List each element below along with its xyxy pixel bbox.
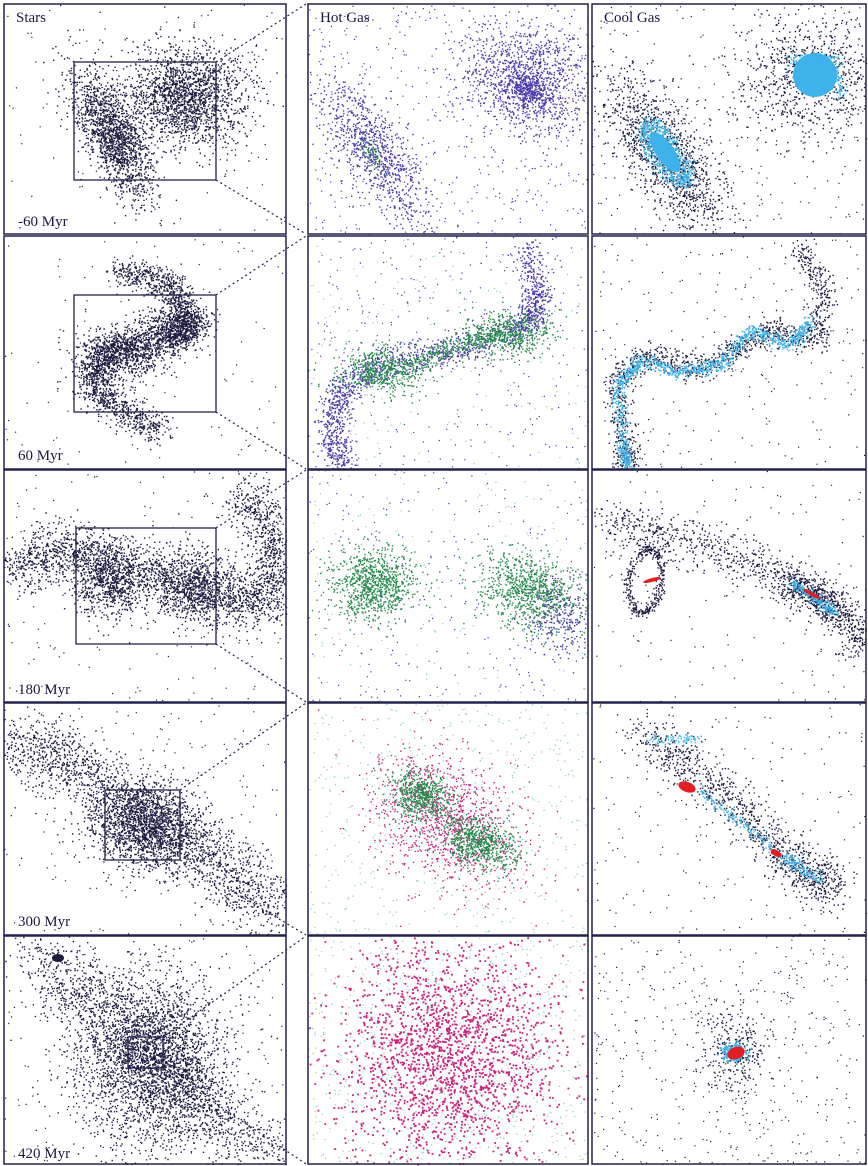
zoom-connector — [216, 180, 306, 234]
particle-cloud — [309, 30, 459, 234]
zoom-connector — [216, 412, 306, 469]
particle-cloud — [318, 709, 579, 927]
particle-stream — [5, 936, 287, 1165]
particle-stream — [57, 255, 219, 450]
zoom-connector — [216, 4, 306, 62]
zoom-connector — [216, 644, 306, 702]
particle-scatter — [309, 6, 589, 236]
particle-cloud — [308, 514, 448, 637]
particle-scatter — [593, 704, 867, 936]
time-label: 300 Myr — [18, 914, 70, 930]
particle-scatter — [594, 236, 867, 469]
column-title: Stars — [16, 10, 46, 26]
time-label: 180 Myr — [18, 682, 70, 698]
zoom-connector — [180, 703, 306, 790]
particle-scatter — [4, 706, 285, 935]
column-title: Hot Gas — [320, 10, 370, 26]
figure: Stars Hot Gas Cool Gas -60 Myr 60 Myr 18… — [0, 0, 868, 1166]
particle-cloud — [309, 937, 588, 1166]
time-label: 60 Myr — [18, 448, 63, 464]
particle-stream — [594, 500, 867, 667]
page: Stars Hot Gas Cool Gas -60 Myr 60 Myr 18… — [0, 0, 868, 1166]
dense-core — [643, 576, 661, 585]
column-title: Cool Gas — [604, 10, 660, 26]
zoom-connector — [216, 236, 306, 295]
particle-stream — [611, 316, 818, 470]
particle-cloud — [672, 5, 867, 162]
particle-cloud — [43, 29, 177, 226]
particle-stream — [603, 239, 842, 470]
particle-cloud — [445, 521, 589, 655]
panel-frame — [4, 703, 286, 935]
particle-stream — [4, 707, 287, 936]
particle-stream — [700, 786, 824, 885]
panel-frame — [4, 4, 286, 234]
particle-stream — [4, 473, 287, 644]
particle-scatter — [7, 5, 286, 231]
panel-frame — [592, 470, 866, 702]
particle-cloud — [509, 570, 588, 686]
particle-scatter — [308, 470, 589, 703]
panel-frame — [308, 936, 588, 1164]
particle-cloud — [433, 5, 589, 170]
panel-frame — [308, 4, 588, 234]
particle-cloud — [434, 292, 568, 368]
particle-scatter — [309, 703, 589, 936]
time-label: 420 Myr — [18, 1146, 70, 1162]
particle-cloud — [374, 748, 464, 836]
particle-scatter — [310, 240, 589, 470]
time-label: -60 Myr — [18, 214, 68, 230]
panel-frame — [592, 4, 866, 234]
particle-scatter — [5, 239, 287, 465]
particle-scatter — [594, 471, 867, 702]
particles — [4, 4, 867, 1165]
particle-scatter — [308, 936, 589, 1165]
particle-cloud — [10, 940, 278, 1165]
particle-stream — [617, 707, 858, 919]
zoom-connector — [163, 936, 306, 1037]
particle-stream — [621, 542, 668, 619]
dense-core — [52, 954, 64, 962]
